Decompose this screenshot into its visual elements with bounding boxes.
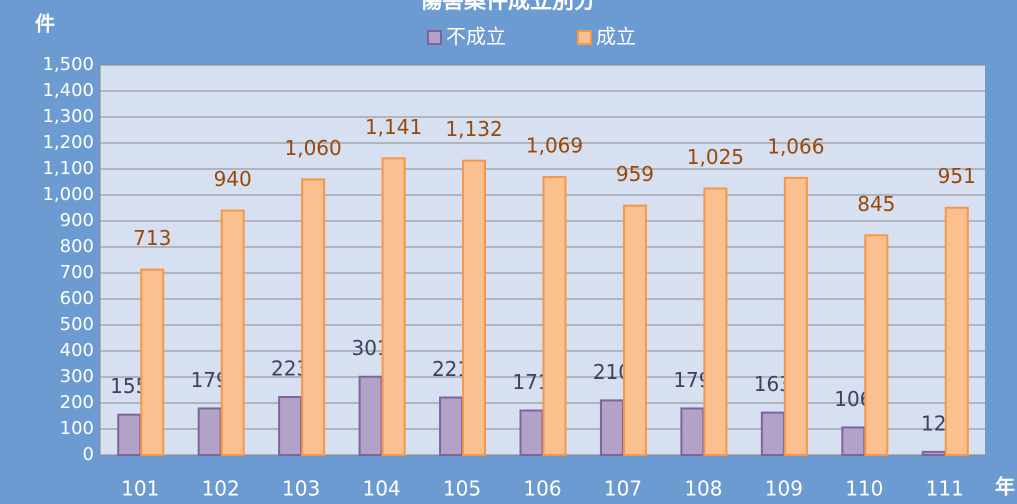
bar bbox=[519, 409, 544, 457]
y-tick-label: 200 bbox=[60, 392, 94, 413]
bar bbox=[358, 375, 383, 456]
y-tick-label: 100 bbox=[60, 418, 94, 439]
bar bbox=[680, 407, 705, 456]
bar bbox=[622, 204, 647, 456]
y-tick-label: 600 bbox=[60, 288, 94, 309]
x-tick-label: 107 bbox=[604, 477, 642, 501]
bar bbox=[760, 411, 785, 456]
bar bbox=[921, 450, 946, 457]
bar bbox=[462, 159, 487, 456]
x-tick-label: 103 bbox=[282, 477, 320, 501]
bar bbox=[140, 268, 165, 456]
x-axis-label: 年 bbox=[995, 475, 1015, 499]
legend-swatch bbox=[427, 30, 442, 45]
bar bbox=[439, 396, 464, 457]
bar bbox=[278, 396, 303, 456]
bar bbox=[944, 206, 969, 456]
bar bbox=[864, 234, 889, 456]
bar bbox=[220, 209, 245, 456]
data-label: 1,060 bbox=[285, 136, 342, 160]
data-label: 1,066 bbox=[767, 134, 824, 158]
data-label: 1,025 bbox=[687, 145, 744, 169]
bar bbox=[542, 176, 567, 456]
data-label: 845 bbox=[857, 192, 895, 216]
data-label: 959 bbox=[616, 162, 654, 186]
data-label: 1,069 bbox=[526, 134, 583, 158]
y-tick-label: 1,200 bbox=[42, 132, 94, 153]
y-tick-label: 1,300 bbox=[42, 106, 94, 127]
bar bbox=[841, 426, 866, 457]
legend-label: 不成立 bbox=[446, 25, 506, 49]
x-tick-label: 101 bbox=[121, 477, 159, 501]
bar bbox=[599, 399, 624, 456]
y-tick-label: 1,500 bbox=[42, 54, 94, 75]
bar bbox=[703, 187, 728, 456]
data-label: 1,141 bbox=[365, 115, 422, 139]
y-tick-label: 800 bbox=[60, 236, 94, 257]
data-label: 951 bbox=[938, 164, 976, 188]
bar bbox=[783, 176, 808, 456]
data-label: 713 bbox=[133, 226, 171, 250]
y-tick-label: 0 bbox=[83, 444, 94, 465]
x-tick-label: 104 bbox=[362, 477, 400, 501]
x-tick-label: 106 bbox=[523, 477, 561, 501]
y-tick-label: 1,000 bbox=[42, 184, 94, 205]
data-label: 940 bbox=[214, 167, 252, 191]
legend-label: 成立 bbox=[596, 25, 636, 49]
y-axis-label: 件 bbox=[35, 12, 55, 36]
data-label: 12 bbox=[921, 411, 946, 435]
y-tick-label: 900 bbox=[60, 210, 94, 231]
y-tick-label: 400 bbox=[60, 340, 94, 361]
x-tick-label: 110 bbox=[845, 477, 883, 501]
x-tick-label: 102 bbox=[202, 477, 240, 501]
y-tick-label: 300 bbox=[60, 366, 94, 387]
chart-title: 傷害案件成立別分 bbox=[419, 0, 596, 14]
y-tick-label: 1,400 bbox=[42, 80, 94, 101]
y-tick-label: 700 bbox=[60, 262, 94, 283]
bar bbox=[117, 413, 142, 457]
y-tick-label: 500 bbox=[60, 314, 94, 335]
legend-swatch bbox=[577, 30, 592, 45]
x-tick-label: 109 bbox=[765, 477, 803, 501]
bar bbox=[301, 178, 326, 456]
bar bbox=[381, 157, 406, 456]
data-label: 1,132 bbox=[445, 117, 502, 141]
y-tick-label: 1,100 bbox=[42, 158, 94, 179]
x-tick-label: 111 bbox=[926, 477, 964, 501]
bar bbox=[197, 407, 222, 456]
x-tick-label: 108 bbox=[684, 477, 722, 501]
x-tick-label: 105 bbox=[443, 477, 481, 501]
